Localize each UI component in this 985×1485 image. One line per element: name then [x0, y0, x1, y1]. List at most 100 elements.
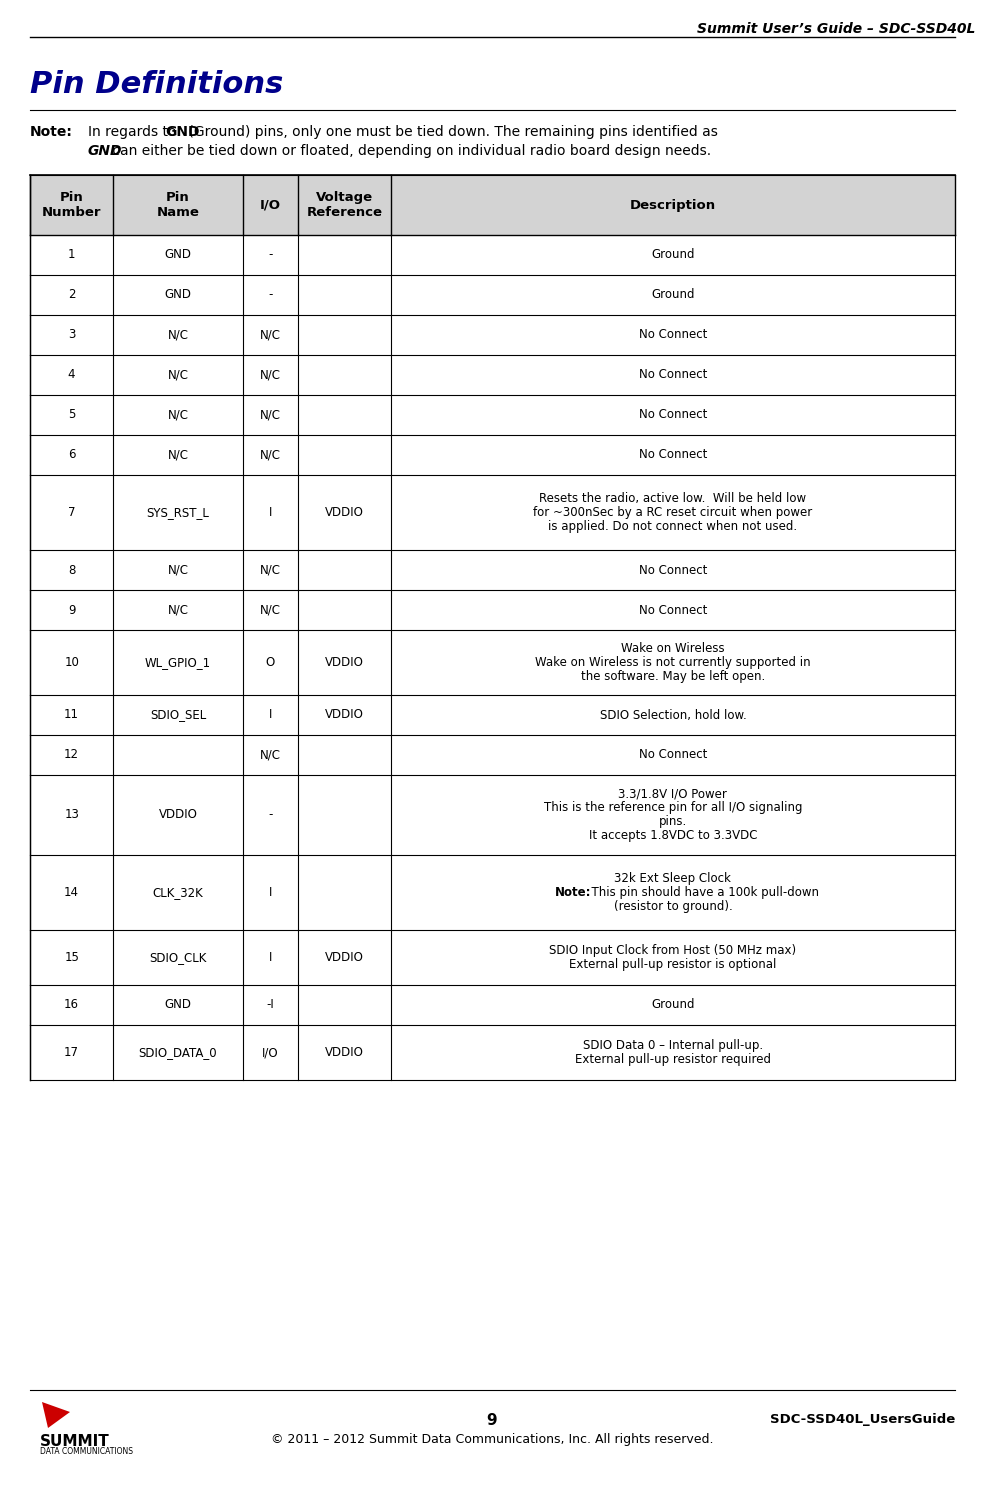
Text: Note:: Note: — [30, 125, 73, 140]
Text: N/C: N/C — [260, 408, 281, 422]
Text: the software. May be left open.: the software. May be left open. — [581, 670, 765, 683]
Text: pins.: pins. — [659, 815, 687, 829]
Text: I: I — [269, 708, 272, 722]
Text: DATA COMMUNICATIONS: DATA COMMUNICATIONS — [40, 1446, 133, 1455]
Text: GND: GND — [164, 998, 191, 1011]
Text: I: I — [269, 506, 272, 518]
Text: Voltage
Reference: Voltage Reference — [306, 192, 382, 218]
Text: No Connect: No Connect — [638, 368, 707, 382]
Text: N/C: N/C — [167, 368, 188, 382]
Text: N/C: N/C — [260, 603, 281, 616]
Text: No Connect: No Connect — [638, 328, 707, 342]
Text: Resets the radio, active low.  Will be held low: Resets the radio, active low. Will be he… — [540, 492, 807, 505]
Text: 32k Ext Sleep Clock: 32k Ext Sleep Clock — [615, 872, 731, 885]
Text: N/C: N/C — [167, 328, 188, 342]
Text: GND: GND — [164, 288, 191, 301]
Text: 6: 6 — [68, 448, 76, 462]
Text: External pull-up resistor required: External pull-up resistor required — [575, 1053, 771, 1066]
Text: N/C: N/C — [167, 448, 188, 462]
Text: SDIO Input Clock from Host (50 MHz max): SDIO Input Clock from Host (50 MHz max) — [550, 944, 797, 956]
Text: Wake on Wireless is not currently supported in: Wake on Wireless is not currently suppor… — [535, 656, 811, 670]
Text: 16: 16 — [64, 998, 79, 1011]
Text: Wake on Wireless: Wake on Wireless — [622, 642, 725, 655]
Text: VDDIO: VDDIO — [325, 708, 363, 722]
Text: Pin
Number: Pin Number — [42, 192, 101, 218]
Text: GND: GND — [88, 144, 122, 157]
Text: N/C: N/C — [260, 748, 281, 762]
Text: 12: 12 — [64, 748, 79, 762]
Text: SYS_RST_L: SYS_RST_L — [147, 506, 210, 518]
Text: Pin Definitions: Pin Definitions — [30, 70, 284, 99]
Text: 3: 3 — [68, 328, 75, 342]
Text: N/C: N/C — [260, 563, 281, 576]
Text: Ground: Ground — [651, 248, 694, 261]
Text: is applied. Do not connect when not used.: is applied. Do not connect when not used… — [549, 520, 798, 533]
Text: VDDIO: VDDIO — [325, 950, 363, 964]
Text: SDIO Selection, hold low.: SDIO Selection, hold low. — [600, 708, 747, 722]
Text: 13: 13 — [64, 808, 79, 821]
Text: Ground: Ground — [651, 288, 694, 301]
Text: This pin should have a 100k pull-down: This pin should have a 100k pull-down — [584, 887, 819, 898]
Polygon shape — [42, 1402, 70, 1429]
Text: It accepts 1.8VDC to 3.3VDC: It accepts 1.8VDC to 3.3VDC — [589, 830, 757, 842]
Text: N/C: N/C — [260, 368, 281, 382]
Text: GND: GND — [164, 248, 191, 261]
Text: -: - — [268, 288, 273, 301]
Text: WL_GPIO_1: WL_GPIO_1 — [145, 656, 211, 670]
Text: GND: GND — [165, 125, 200, 140]
Text: N/C: N/C — [167, 408, 188, 422]
Text: (Ground) pins, only one must be tied down. The remaining pins identified as: (Ground) pins, only one must be tied dow… — [184, 125, 718, 140]
Text: SDIO_CLK: SDIO_CLK — [150, 950, 207, 964]
Text: No Connect: No Connect — [638, 448, 707, 462]
Text: (resistor to ground).: (resistor to ground). — [614, 900, 732, 913]
Text: -I: -I — [267, 998, 275, 1011]
Text: No Connect: No Connect — [638, 748, 707, 762]
Text: N/C: N/C — [260, 328, 281, 342]
Text: VDDIO: VDDIO — [159, 808, 197, 821]
Text: 5: 5 — [68, 408, 75, 422]
Text: VDDIO: VDDIO — [325, 1045, 363, 1059]
Text: I/O: I/O — [260, 199, 281, 211]
Text: SDIO_SEL: SDIO_SEL — [150, 708, 206, 722]
Text: 3.3/1.8V I/O Power: 3.3/1.8V I/O Power — [619, 787, 727, 800]
Text: In regards to: In regards to — [88, 125, 181, 140]
Text: 9: 9 — [68, 603, 76, 616]
Text: N/C: N/C — [260, 448, 281, 462]
Text: SDIO Data 0 – Internal pull-up.: SDIO Data 0 – Internal pull-up. — [583, 1040, 763, 1051]
Text: can either be tied down or floated, depending on individual radio board design n: can either be tied down or floated, depe… — [107, 144, 711, 157]
Text: N/C: N/C — [167, 563, 188, 576]
Text: SDC-SSD40L_UsersGuide: SDC-SSD40L_UsersGuide — [769, 1414, 955, 1426]
Text: I: I — [269, 950, 272, 964]
Text: This is the reference pin for all I/O signaling: This is the reference pin for all I/O si… — [544, 802, 802, 814]
Text: Description: Description — [629, 199, 716, 211]
Bar — [30, 175, 955, 235]
Text: 17: 17 — [64, 1045, 79, 1059]
Text: -: - — [268, 248, 273, 261]
Text: No Connect: No Connect — [638, 603, 707, 616]
Text: Pin
Name: Pin Name — [157, 192, 199, 218]
Text: External pull-up resistor is optional: External pull-up resistor is optional — [569, 958, 776, 971]
Text: Note:: Note: — [555, 887, 592, 898]
Text: Summit User’s Guide – SDC-SSD40L: Summit User’s Guide – SDC-SSD40L — [696, 22, 975, 36]
Text: 9: 9 — [487, 1414, 497, 1429]
Text: No Connect: No Connect — [638, 563, 707, 576]
Text: 1: 1 — [68, 248, 76, 261]
Text: VDDIO: VDDIO — [325, 506, 363, 518]
Text: 15: 15 — [64, 950, 79, 964]
Text: 2: 2 — [68, 288, 76, 301]
Text: Ground: Ground — [651, 998, 694, 1011]
Text: for ~300nSec by a RC reset circuit when power: for ~300nSec by a RC reset circuit when … — [533, 506, 813, 518]
Text: © 2011 – 2012 Summit Data Communications, Inc. All rights reserved.: © 2011 – 2012 Summit Data Communications… — [271, 1433, 713, 1446]
Text: N/C: N/C — [167, 603, 188, 616]
Text: No Connect: No Connect — [638, 408, 707, 422]
Text: 11: 11 — [64, 708, 79, 722]
Text: 7: 7 — [68, 506, 76, 518]
Text: 8: 8 — [68, 563, 75, 576]
Text: I/O: I/O — [262, 1045, 279, 1059]
Text: I: I — [269, 887, 272, 898]
Text: VDDIO: VDDIO — [325, 656, 363, 670]
Text: -: - — [268, 808, 273, 821]
Text: 14: 14 — [64, 887, 79, 898]
Text: 10: 10 — [64, 656, 79, 670]
Text: CLK_32K: CLK_32K — [153, 887, 203, 898]
